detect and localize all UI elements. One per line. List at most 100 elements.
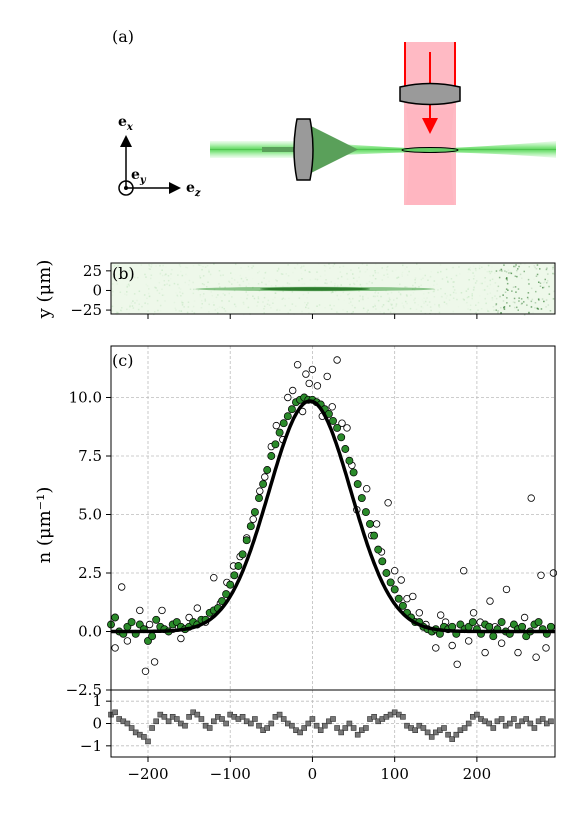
noise-pixel: [406, 274, 409, 276]
noise-pixel: [467, 308, 469, 310]
noise-pixel: [402, 264, 404, 267]
noise-pixel: [284, 304, 286, 307]
noise-pixel: [218, 283, 220, 285]
ez-label: ez: [186, 180, 201, 199]
panel-b-ytick-label: 0: [92, 281, 102, 299]
noise-pixel: [425, 299, 427, 301]
noise-pixel: [402, 305, 405, 307]
residual-point: [297, 729, 303, 736]
noise-pixel: [389, 311, 392, 313]
noise-pixel: [503, 308, 506, 310]
noise-pixel: [511, 290, 513, 292]
noise-pixel: [527, 292, 530, 294]
noise-pixel: [248, 269, 250, 271]
noise-pixel: [518, 297, 520, 299]
noise-pixel: [423, 297, 425, 300]
noise-pixel: [165, 273, 167, 275]
noise-pixel: [517, 309, 519, 311]
noise-pixel: [342, 265, 345, 267]
noise-pixel: [116, 283, 118, 285]
noise-pixel: [242, 301, 245, 304]
noise-pixel: [478, 267, 481, 270]
open-circle-series: [111, 356, 558, 675]
noise-pixel: [323, 264, 326, 267]
noise-pixel: [351, 312, 353, 315]
noise-pixel: [204, 266, 207, 268]
residual-point: [490, 725, 497, 731]
filled-circle-point: [148, 632, 157, 641]
noise-pixel: [127, 283, 130, 286]
noise-pixel: [147, 310, 149, 312]
noise-pixel: [301, 265, 303, 268]
noise-pixel: [542, 282, 545, 284]
noise-pixel: [137, 276, 139, 279]
noise-pixel: [440, 295, 443, 298]
noise-pixel: [366, 268, 369, 271]
noise-pixel: [344, 299, 346, 301]
panel-b-label: (b): [112, 264, 135, 283]
noise-pixel: [334, 290, 337, 293]
filled-circle-point: [271, 440, 280, 449]
residual-point: [182, 722, 188, 729]
noise-pixel: [329, 304, 331, 307]
noise-pixel: [337, 298, 340, 301]
residual-point: [141, 734, 147, 740]
noise-pixel: [330, 308, 333, 310]
noise-pixel: [353, 283, 356, 286]
noise-pixel: [429, 306, 432, 308]
residual-point: [506, 720, 513, 727]
noise-pixel: [147, 303, 149, 305]
noise-pixel: [228, 300, 230, 302]
residual-point: [301, 725, 308, 731]
noise-pixel: [448, 299, 451, 301]
main-ytick-label: −2.5: [66, 681, 102, 699]
noise-pixel: [199, 294, 202, 296]
filled-circle-point: [382, 569, 391, 577]
noise-pixel: [184, 281, 186, 284]
noise-pixel: [213, 304, 215, 306]
noise-pixel: [473, 268, 475, 270]
noise-pixel: [331, 290, 334, 293]
noise-pixel: [386, 301, 388, 303]
noise-pixel: [377, 272, 379, 274]
noise-pixel: [463, 299, 465, 301]
noise-pixel: [528, 311, 530, 314]
noise-pixel: [414, 286, 417, 289]
noise-pixel: [481, 282, 483, 285]
noise-pixel: [212, 301, 215, 304]
noise-pixel: [246, 297, 248, 300]
noise-pixel: [469, 269, 471, 271]
noise-pixel: [503, 264, 505, 266]
filled-circle-point: [333, 423, 342, 432]
noise-pixel: [308, 312, 310, 314]
open-circle-point: [158, 606, 166, 615]
noise-pixel: [111, 310, 113, 312]
noise-pixel: [488, 270, 491, 273]
noise-pixel: [367, 309, 369, 311]
residual-point: [256, 722, 262, 729]
noise-pixel: [467, 288, 469, 290]
noise-pixel: [243, 303, 245, 305]
open-circle-point: [409, 592, 417, 601]
noise-pixel: [267, 299, 270, 302]
panel-b-ytick-label: −25: [70, 301, 102, 319]
noise-pixel: [414, 301, 416, 304]
noise-pixel: [193, 300, 196, 302]
open-circle-point: [514, 648, 522, 657]
noise-pixel: [495, 303, 498, 305]
noise-pixel: [164, 274, 166, 276]
noise-pixel: [514, 275, 517, 277]
noise-pixel: [514, 306, 516, 309]
open-circle-point: [497, 639, 506, 647]
noise-pixel: [245, 285, 247, 288]
noise-pixel: [508, 272, 510, 274]
noise-pixel: [484, 281, 486, 283]
noise-pixel: [387, 265, 389, 268]
open-circle-point: [145, 620, 154, 629]
noise-pixel: [443, 301, 446, 303]
noise-pixel: [398, 291, 400, 293]
noise-pixel: [154, 286, 156, 289]
noise-pixel: [145, 283, 147, 286]
residual-point: [539, 716, 546, 722]
noise-pixel: [111, 305, 114, 308]
